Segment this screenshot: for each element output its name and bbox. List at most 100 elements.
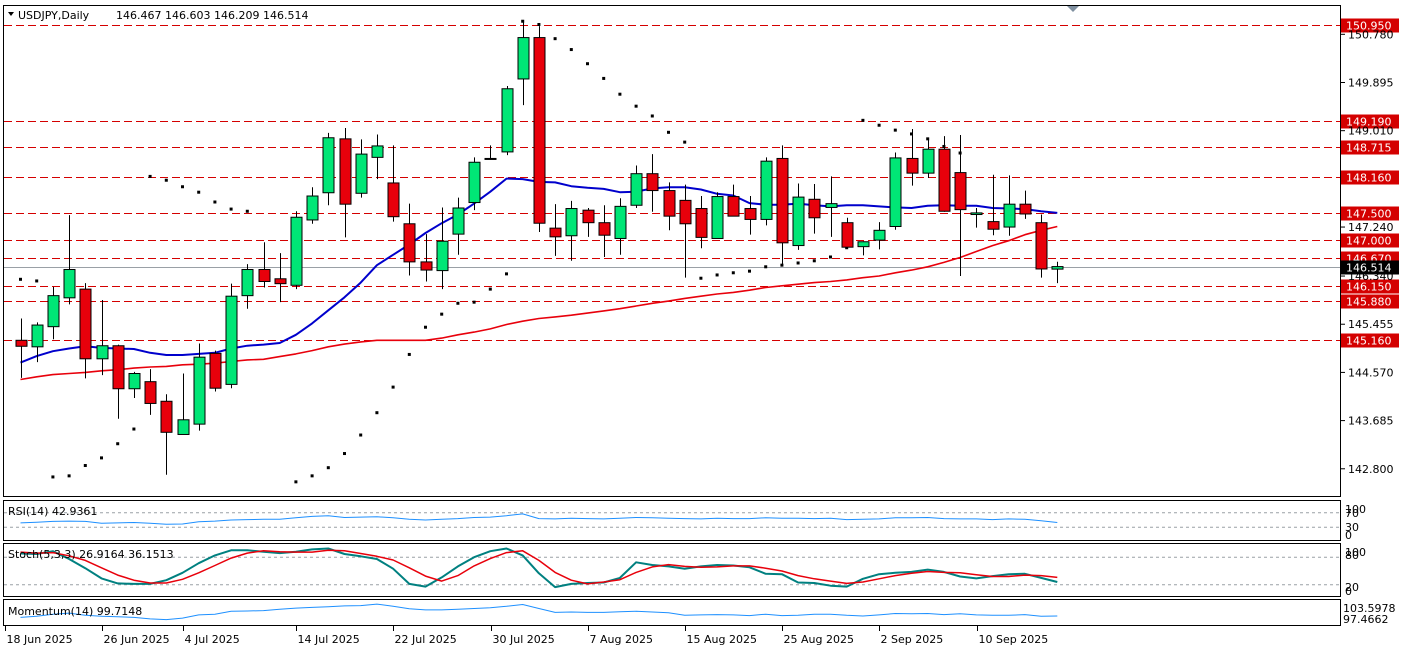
sar-dot	[375, 411, 379, 415]
current-price-label: 146.514	[1346, 262, 1392, 275]
bull-candle[interactable]	[371, 145, 384, 158]
sar-dot	[391, 385, 395, 389]
parabolic-sar	[19, 19, 962, 484]
bear-candle[interactable]	[954, 172, 967, 211]
rsi-panel[interactable]	[3, 500, 1341, 541]
indicator-lines	[4, 512, 1340, 621]
bear-candle[interactable]	[144, 381, 157, 404]
bear-candle[interactable]	[15, 339, 28, 347]
sar-dot	[116, 442, 120, 446]
bear-candle[interactable]	[582, 209, 595, 224]
bull-candle[interactable]	[436, 240, 449, 272]
bear-candle[interactable]	[776, 157, 789, 244]
bull-candle[interactable]	[128, 373, 141, 390]
bull-candle[interactable]	[792, 196, 805, 247]
bull-candle[interactable]	[177, 419, 190, 435]
bear-candle[interactable]	[727, 196, 740, 217]
bull-candle[interactable]	[922, 148, 935, 174]
sar-dot	[51, 475, 55, 479]
bear-candle[interactable]	[112, 345, 125, 390]
bear-candle[interactable]	[744, 208, 757, 220]
bear-candle[interactable]	[695, 208, 708, 238]
bull-candle[interactable]	[63, 269, 76, 299]
bear-candle[interactable]	[387, 182, 400, 218]
bear-candle[interactable]	[549, 227, 562, 238]
time-tick-label: 26 Jun 2025	[104, 633, 170, 646]
level-tag-label: 147.000	[1346, 235, 1392, 248]
bull-candle[interactable]	[970, 212, 983, 216]
sar-dot	[893, 128, 897, 132]
bull-candle[interactable]	[1051, 266, 1064, 270]
bull-candle[interactable]	[484, 157, 497, 160]
stoch-signal-line	[20, 549, 1058, 585]
sar-dot	[634, 104, 638, 108]
sar-dot	[553, 37, 557, 41]
sar-dot	[618, 92, 622, 96]
sar-dot	[148, 174, 152, 178]
bull-candle[interactable]	[614, 205, 627, 239]
bull-candle[interactable]	[31, 324, 44, 348]
sar-dot	[586, 62, 589, 66]
price-tick-label: 149.895	[1348, 76, 1394, 89]
bear-candle[interactable]	[403, 223, 416, 263]
bull-candle[interactable]	[452, 207, 465, 235]
bull-candle[interactable]	[760, 160, 773, 220]
bear-candle[interactable]	[679, 199, 692, 225]
level-tag	[1341, 206, 1399, 221]
bull-candle[interactable]	[501, 88, 514, 153]
bull-candle[interactable]	[1003, 203, 1016, 228]
bear-candle[interactable]	[938, 148, 951, 212]
bear-candle[interactable]	[841, 222, 854, 248]
bear-candle[interactable]	[420, 261, 433, 271]
level-tag-label: 150.950	[1346, 20, 1392, 33]
bear-candle[interactable]	[808, 198, 821, 219]
bear-candle[interactable]	[1035, 222, 1048, 270]
bear-candle[interactable]	[258, 269, 271, 282]
main-price-panel[interactable]	[3, 5, 1341, 497]
bull-candle[interactable]	[47, 295, 60, 328]
bull-candle[interactable]	[873, 229, 886, 241]
bull-candle[interactable]	[857, 241, 870, 248]
bull-candle[interactable]	[468, 161, 481, 204]
bear-candle[interactable]	[274, 278, 287, 285]
level-tag	[1341, 294, 1399, 309]
bull-candle[interactable]	[711, 196, 724, 239]
sar-dot	[424, 325, 427, 329]
bear-candle[interactable]	[533, 37, 546, 224]
bear-candle[interactable]	[339, 138, 352, 205]
bull-candle[interactable]	[290, 216, 303, 286]
sar-dot	[505, 272, 508, 276]
bull-candle[interactable]	[225, 295, 238, 385]
bear-candle[interactable]	[598, 222, 611, 236]
bear-candle[interactable]	[906, 157, 919, 174]
bull-candle[interactable]	[517, 37, 530, 80]
bear-candle[interactable]	[987, 221, 1000, 230]
bear-candle[interactable]	[663, 190, 676, 217]
bear-candle[interactable]	[160, 400, 173, 433]
bear-candle[interactable]	[646, 173, 659, 192]
one-click-trading-icon[interactable]	[1067, 6, 1079, 12]
bull-candle[interactable]	[355, 153, 368, 194]
sar-dot	[715, 273, 719, 277]
bull-candle[interactable]	[96, 345, 109, 360]
bull-candle[interactable]	[630, 173, 643, 206]
bull-candle[interactable]	[241, 269, 254, 297]
time-axis: 18 Jun 2025 26 Jun 2025 4 Jul 2025 14 Jul 2…	[5, 626, 1048, 646]
sar-dot	[488, 287, 492, 291]
bear-candle[interactable]	[79, 288, 92, 360]
sar-dot	[780, 263, 784, 267]
bull-candle[interactable]	[565, 208, 578, 237]
sar-dot	[812, 259, 816, 263]
bull-candle[interactable]	[889, 157, 902, 227]
level-tag	[1341, 140, 1399, 155]
bull-candle[interactable]	[322, 137, 335, 194]
bull-candle[interactable]	[825, 203, 838, 208]
bull-candle[interactable]	[193, 356, 206, 425]
bear-candle[interactable]	[1019, 203, 1032, 215]
symbol-menu-icon[interactable]	[8, 12, 14, 16]
momentum-panel[interactable]	[3, 599, 1341, 626]
bull-candle[interactable]	[306, 195, 319, 221]
time-tick-label: 25 Aug 2025	[784, 633, 854, 646]
bear-candle[interactable]	[209, 352, 222, 389]
